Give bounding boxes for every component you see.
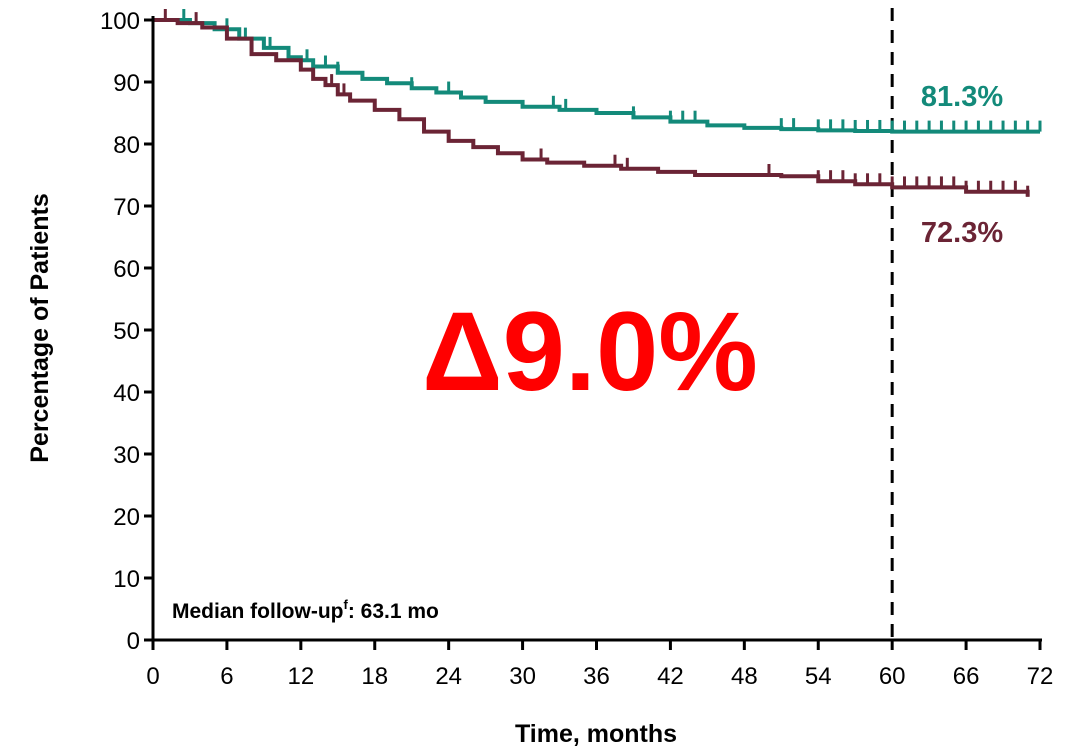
x-tick-label: 48: [731, 663, 758, 690]
y-tick-label: 30: [113, 442, 140, 469]
delta-annotation: Δ9.0%: [422, 289, 758, 414]
x-tick-label: 60: [879, 663, 906, 690]
y-tick-label: 0: [127, 628, 140, 655]
y-tick-label: 90: [113, 70, 140, 97]
plot-area: [153, 8, 1042, 640]
y-tick-label: 80: [113, 132, 140, 159]
x-axis-title: Time, months: [515, 720, 677, 748]
series-0-end-label: 81.3%: [921, 81, 1003, 113]
x-tick-label: 18: [361, 663, 388, 690]
series-1-end-label: 72.3%: [921, 217, 1003, 249]
x-tick-label: 6: [220, 663, 233, 690]
series-1-line: [153, 18, 1030, 197]
y-tick-label: 70: [113, 194, 140, 221]
x-tick-label: 24: [435, 663, 462, 690]
series-0-line: [153, 18, 1040, 134]
followup-label: Median follow-up: [172, 600, 343, 623]
x-tick-label: 42: [657, 663, 684, 690]
x-tick-label: 12: [287, 663, 314, 690]
x-tick-label: 0: [146, 663, 159, 690]
x-tick-label: 36: [583, 663, 610, 690]
y-tick-label: 60: [113, 256, 140, 283]
y-tick-label: 100: [100, 8, 140, 35]
x-tick-label: 30: [509, 663, 536, 690]
y-tick-label: 50: [113, 318, 140, 345]
y-tick-label: 20: [113, 504, 140, 531]
y-tick-label: 40: [113, 380, 140, 407]
axes: 0 10 20 30 40 50 60 70 80 90 100 0 6 12 18 24 30 36 42 48 54…: [100, 8, 1053, 690]
followup-superscript: f: [343, 597, 348, 612]
followup-annotation: Median follow-upf: 63.1 mo: [172, 597, 439, 623]
y-tick-label: 10: [113, 566, 140, 593]
x-tick-label: 72: [1027, 663, 1054, 690]
x-tick-label: 54: [805, 663, 832, 690]
followup-value: : 63.1 mo: [348, 600, 439, 623]
x-tick-label: 66: [953, 663, 980, 690]
y-axis-title: Percentage of Patients: [26, 193, 54, 463]
